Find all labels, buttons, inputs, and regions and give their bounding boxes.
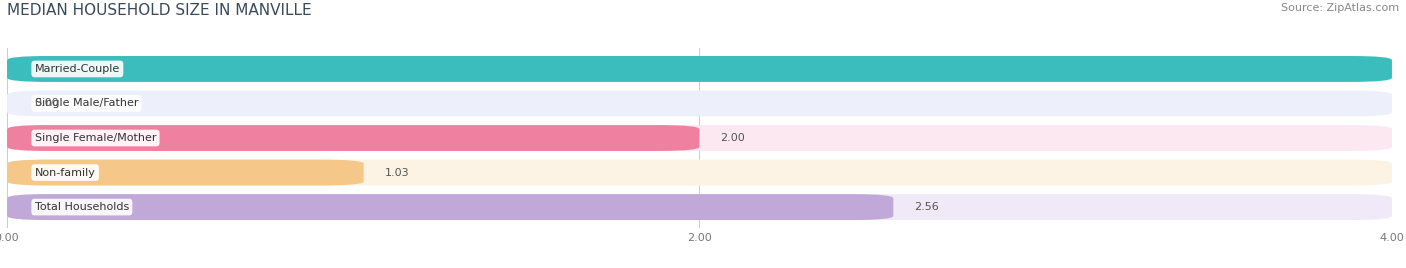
Text: Non-family: Non-family	[35, 168, 96, 178]
FancyBboxPatch shape	[7, 194, 893, 220]
Text: MEDIAN HOUSEHOLD SIZE IN MANVILLE: MEDIAN HOUSEHOLD SIZE IN MANVILLE	[7, 3, 312, 18]
Text: Married-Couple: Married-Couple	[35, 64, 120, 74]
Text: Source: ZipAtlas.com: Source: ZipAtlas.com	[1281, 3, 1399, 13]
Text: 2.00: 2.00	[720, 133, 745, 143]
FancyBboxPatch shape	[7, 125, 1392, 151]
Text: 2.56: 2.56	[914, 202, 939, 212]
FancyBboxPatch shape	[7, 125, 700, 151]
FancyBboxPatch shape	[7, 91, 1392, 116]
Text: 0.00: 0.00	[35, 98, 59, 109]
FancyBboxPatch shape	[7, 56, 1392, 82]
Text: Total Households: Total Households	[35, 202, 129, 212]
FancyBboxPatch shape	[7, 160, 364, 185]
FancyBboxPatch shape	[7, 160, 1392, 185]
Text: 1.03: 1.03	[384, 168, 409, 178]
FancyBboxPatch shape	[7, 56, 1392, 82]
Text: Single Female/Mother: Single Female/Mother	[35, 133, 156, 143]
FancyBboxPatch shape	[7, 194, 1392, 220]
Text: Single Male/Father: Single Male/Father	[35, 98, 138, 109]
